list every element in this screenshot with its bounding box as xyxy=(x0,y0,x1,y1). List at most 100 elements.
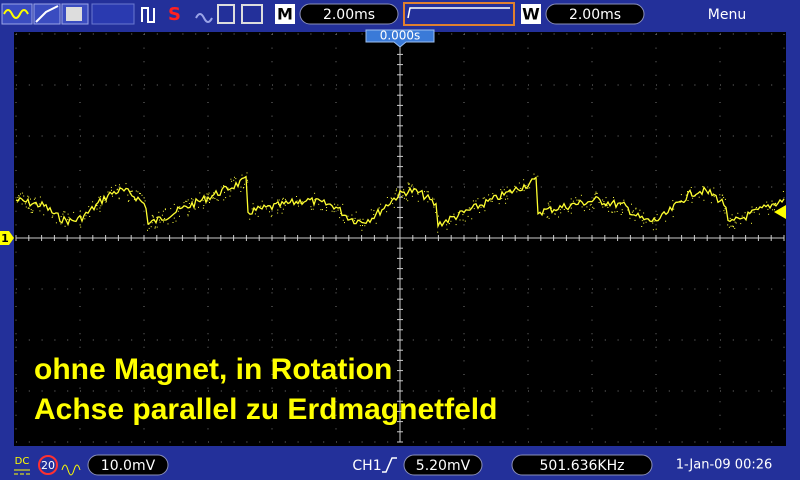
noise-dot xyxy=(683,202,685,203)
noise-dot xyxy=(118,197,120,199)
noise-dot xyxy=(586,206,588,208)
noise-dot xyxy=(79,210,81,212)
noise-dot xyxy=(450,220,452,222)
noise-dot xyxy=(89,216,91,217)
noise-dot xyxy=(508,191,510,193)
noise-dot xyxy=(602,206,604,208)
noise-dot xyxy=(523,190,525,192)
noise-dot xyxy=(214,198,216,199)
noise-dot xyxy=(354,220,355,222)
noise-dot xyxy=(246,172,248,174)
noise-dot xyxy=(559,209,561,211)
noise-dot xyxy=(282,198,283,200)
noise-dot xyxy=(18,200,20,202)
noise-dot xyxy=(608,210,610,212)
noise-dot xyxy=(751,211,753,213)
noise-dot xyxy=(403,197,405,199)
noise-dot xyxy=(427,201,429,203)
noise-dot xyxy=(753,211,755,213)
noise-dot xyxy=(498,203,500,205)
noise-dot xyxy=(322,209,323,211)
window-time-base: 2.00ms xyxy=(569,7,621,23)
noise-dot xyxy=(333,211,335,213)
noise-dot xyxy=(687,200,689,201)
noise-dot xyxy=(301,201,303,203)
noise-dot xyxy=(438,215,439,217)
noise-dot xyxy=(589,208,591,210)
noise-dot xyxy=(741,215,743,217)
noise-dot xyxy=(719,194,721,196)
noise-dot xyxy=(543,213,545,215)
noise-dot xyxy=(663,211,665,213)
noise-dot xyxy=(654,217,656,219)
noise-dot xyxy=(665,220,667,222)
noise-dot xyxy=(549,201,551,203)
noise-dot xyxy=(694,195,696,197)
noise-dot xyxy=(153,220,155,221)
noise-dot xyxy=(433,198,435,200)
noise-dot xyxy=(355,211,357,213)
noise-dot xyxy=(152,216,154,218)
window-time-base-box xyxy=(545,3,645,25)
noise-dot xyxy=(342,219,344,221)
noise-dot xyxy=(21,192,23,194)
noise-dot xyxy=(482,197,484,199)
noise-dot xyxy=(207,194,209,196)
noise-dot xyxy=(278,199,280,201)
noise-dot xyxy=(459,219,461,221)
noise-dot xyxy=(595,193,597,194)
noise-dot xyxy=(318,203,320,205)
noise-dot xyxy=(703,199,705,201)
noise-dot xyxy=(188,211,190,213)
noise-dot xyxy=(408,183,409,185)
invert-icon xyxy=(61,464,81,476)
noise-dot xyxy=(713,196,715,198)
noise-dot xyxy=(730,225,732,227)
noise-dot xyxy=(735,222,737,224)
noise-dot xyxy=(104,199,106,201)
noise-dot xyxy=(627,209,629,211)
noise-dot xyxy=(652,229,654,231)
noise-dot xyxy=(595,191,597,193)
noise-dot xyxy=(631,211,633,213)
noise-dot xyxy=(525,185,527,187)
noise-dot xyxy=(359,225,361,227)
noise-dot xyxy=(359,218,361,220)
noise-dot xyxy=(175,220,177,222)
noise-dot xyxy=(537,175,539,177)
noise-dot xyxy=(187,199,189,201)
noise-dot xyxy=(33,198,35,200)
noise-dot xyxy=(641,220,643,222)
noise-dot xyxy=(112,195,113,197)
noise-dot xyxy=(643,212,645,214)
noise-dot xyxy=(34,197,36,199)
noise-dot xyxy=(480,206,482,208)
annotation-line: ohne Magnet, in Rotation xyxy=(34,353,392,386)
noise-dot xyxy=(18,195,20,197)
noise-dot xyxy=(230,190,232,192)
noise-dot xyxy=(60,216,62,218)
noise-dot xyxy=(17,198,19,200)
noise-dot xyxy=(179,215,180,217)
svg-text:S: S xyxy=(168,4,181,25)
menu-button[interactable]: Menu xyxy=(708,7,746,23)
noise-dot xyxy=(249,218,251,220)
noise-dot xyxy=(277,212,279,214)
noise-dot xyxy=(774,203,776,205)
noise-dot xyxy=(229,195,231,197)
noise-dot xyxy=(277,209,279,211)
noise-dot xyxy=(43,206,45,208)
noise-dot xyxy=(188,203,190,204)
noise-dot xyxy=(607,207,609,208)
noise-dot xyxy=(271,214,273,216)
noise-dot xyxy=(135,190,137,192)
noise-dot xyxy=(270,216,272,218)
datetime: 1-Jan-09 00:26 xyxy=(676,458,773,473)
coupling: DC xyxy=(15,456,30,467)
noise-dot xyxy=(728,226,730,228)
noise-dot xyxy=(604,205,606,207)
noise-dot xyxy=(620,214,622,215)
noise-dot xyxy=(314,192,316,194)
noise-dot xyxy=(147,229,148,231)
noise-dot xyxy=(619,203,621,205)
